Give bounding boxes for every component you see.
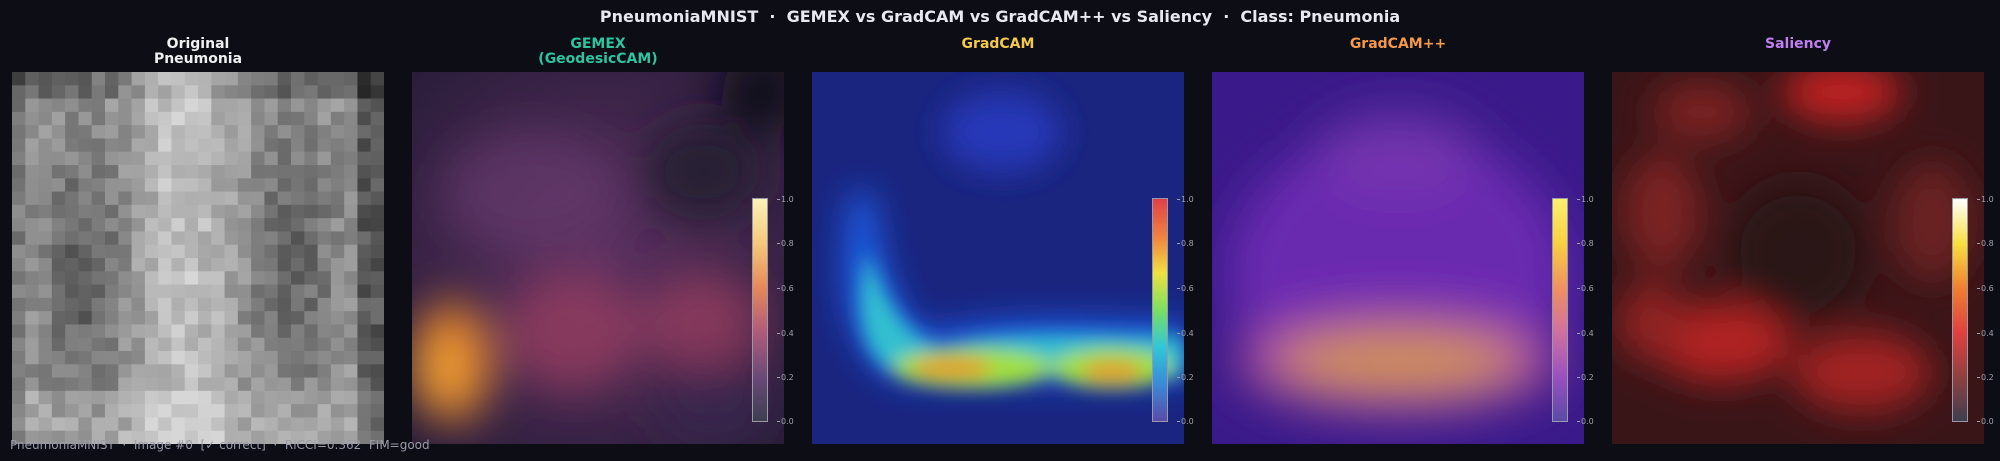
gemex-heatmap xyxy=(412,72,784,444)
colorbar-tick: 0.4 xyxy=(1977,329,1994,338)
colorbar-tick: 0.6 xyxy=(1977,284,1994,293)
colorbar-tick: 0.2 xyxy=(1177,373,1194,382)
colorbar-tick: 0.8 xyxy=(777,239,794,248)
original-xray-image xyxy=(12,72,384,444)
gemex-colorbar xyxy=(752,198,768,422)
panel-title-gradcampp: GradCAM++ xyxy=(1212,37,1584,52)
colorbar-tick: 0.4 xyxy=(1177,329,1194,338)
colorbar-tick: 1.0 xyxy=(777,195,794,204)
footer-caption: PneumoniaMNIST · Image #0 [✓ correct] · … xyxy=(10,438,430,452)
colorbar-tick: 1.0 xyxy=(1577,195,1594,204)
colorbar-tick: 0.2 xyxy=(1977,373,1994,382)
colorbar-tick: 0.0 xyxy=(1977,417,1994,426)
panel-title-gemex-line2: (GeodesicCAM) xyxy=(538,51,658,67)
panel-title-original-line1: Original xyxy=(166,36,230,52)
panel-title-gradcam-line1: GradCAM xyxy=(961,36,1035,52)
panel-title-gemex-line1: GEMEX xyxy=(570,36,626,52)
panel-title-original: Original Pneumonia xyxy=(12,37,384,67)
colorbar-tick: 0.4 xyxy=(1577,329,1594,338)
panel-title-saliency-line1: Saliency xyxy=(1764,36,1831,52)
colorbar-tick: 0.6 xyxy=(1577,284,1594,293)
panel-title-gradcam: GradCAM xyxy=(812,37,1184,52)
colorbar-tick: 0.0 xyxy=(777,417,794,426)
colorbar-tick: 1.0 xyxy=(1977,195,1994,204)
panel-title-gemex: GEMEX (GeodesicCAM) xyxy=(412,37,784,67)
figure-title: PneumoniaMNIST · GEMEX vs GradCAM vs Gra… xyxy=(599,7,1401,26)
saliency-colorbar xyxy=(1952,198,1968,422)
colorbar-tick: 0.0 xyxy=(1177,417,1194,426)
panel-title-gradcampp-line1: GradCAM++ xyxy=(1349,36,1447,52)
colorbar-tick: 0.8 xyxy=(1977,239,1994,248)
colorbar-tick: 0.6 xyxy=(1177,284,1194,293)
colorbar-tick: 0.6 xyxy=(777,284,794,293)
gradcam-heatmap xyxy=(812,72,1184,444)
colorbar-tick: 0.8 xyxy=(1177,239,1194,248)
colorbar-tick: 0.2 xyxy=(777,373,794,382)
colorbar-tick: 1.0 xyxy=(1177,195,1194,204)
gradcam-colorbar xyxy=(1152,198,1168,422)
saliency-heatmap xyxy=(1612,72,1984,444)
colorbar-tick: 0.2 xyxy=(1577,373,1594,382)
gradcampp-colorbar xyxy=(1552,198,1568,422)
colorbar-tick: 0.8 xyxy=(1577,239,1594,248)
gradcampp-heatmap xyxy=(1212,72,1584,444)
panel-title-original-line2: Pneumonia xyxy=(153,51,243,67)
colorbar-tick: 0.0 xyxy=(1577,417,1594,426)
colorbar-tick: 0.4 xyxy=(777,329,794,338)
panel-title-saliency: Saliency xyxy=(1612,37,1984,52)
